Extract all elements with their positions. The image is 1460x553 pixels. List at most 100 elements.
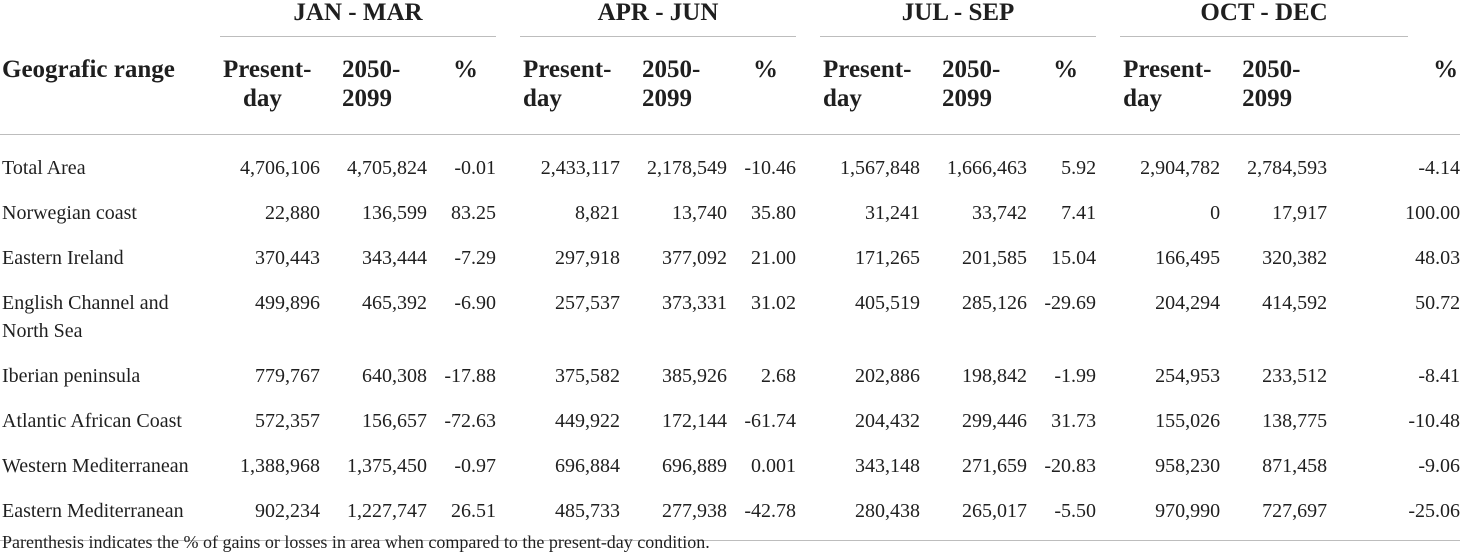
percent-change: -20.83 bbox=[1044, 454, 1097, 477]
present-value: 22,880 bbox=[265, 201, 320, 224]
present-value: 485,733 bbox=[520, 479, 620, 541]
present-header: Present-day bbox=[1120, 37, 1221, 135]
future-value: 271,659 bbox=[962, 454, 1028, 477]
future-header: 2050- 2099 bbox=[320, 37, 427, 135]
row-label: Atlantic African Coast bbox=[2, 409, 182, 432]
percent-change: 5.92 bbox=[1061, 156, 1097, 179]
future-value: 172,144 bbox=[662, 409, 727, 432]
table-row: Norwegian coast 22,880 136,599 83.25 8,821 13… bbox=[0, 182, 1460, 227]
future-value: 265,017 bbox=[920, 479, 1028, 541]
season-header: JUL - SEP bbox=[820, 0, 1097, 37]
table-row: Total Area 4,706,106 4,705,824 -0.01 2,433,1… bbox=[0, 134, 1460, 182]
future-value: 198,842 bbox=[962, 364, 1028, 387]
present-value: 202,886 bbox=[855, 364, 921, 387]
data-table: JAN - MAR APR - JUN JUL - SEP OCT - DEC … bbox=[0, 0, 1460, 541]
present-value: 31,241 bbox=[865, 201, 921, 224]
row-label: Eastern Mediterranean bbox=[0, 479, 220, 541]
pct-header: % bbox=[1027, 37, 1097, 135]
percent-change: -42.78 bbox=[727, 479, 797, 541]
percent-change: -72.63 bbox=[444, 409, 496, 432]
present-value: 2,904,782 bbox=[1140, 156, 1221, 179]
table-row: Eastern Mediterranean 902,234 1,227,747 26.… bbox=[0, 479, 1460, 541]
percent-change: -1.99 bbox=[1054, 364, 1097, 387]
present-value: 204,294 bbox=[1155, 291, 1221, 314]
range-header: Geografic range bbox=[0, 37, 220, 135]
present-header: Present-day bbox=[520, 37, 620, 135]
present-value: 779,767 bbox=[255, 364, 320, 387]
row-label: Norwegian coast bbox=[2, 201, 137, 224]
present-header: Present-day bbox=[220, 37, 320, 135]
percent-change: 83.25 bbox=[451, 201, 496, 224]
present-value: 0 bbox=[1210, 201, 1221, 224]
future-value: 138,775 bbox=[1262, 409, 1328, 432]
percent-change: 26.51 bbox=[427, 479, 496, 541]
future-header: 2050- 2099 bbox=[1220, 37, 1328, 135]
future-value: 17,917 bbox=[1272, 201, 1328, 224]
column-header-row: Geografic range Present-day 2050- 2099 % … bbox=[0, 37, 1460, 135]
table-row: Western Mediterranean 1,388,968 1,375,450 -… bbox=[0, 435, 1460, 480]
future-value: 465,392 bbox=[362, 291, 427, 314]
future-header: 2050- 2099 bbox=[620, 37, 727, 135]
percent-change: -10.46 bbox=[744, 156, 797, 179]
present-value: 405,519 bbox=[855, 291, 921, 314]
future-value: 343,444 bbox=[362, 246, 427, 269]
pct-header: % bbox=[427, 37, 496, 135]
percent-change: 35.80 bbox=[751, 201, 797, 224]
future-value: 1,375,450 bbox=[347, 454, 427, 477]
future-value: 277,938 bbox=[620, 479, 727, 541]
future-value: 33,742 bbox=[972, 201, 1028, 224]
season-header: APR - JUN bbox=[520, 0, 797, 37]
future-value: 299,446 bbox=[962, 409, 1028, 432]
percent-change: -25.06 bbox=[1327, 479, 1460, 541]
present-value: 204,432 bbox=[855, 409, 921, 432]
percent-change: -0.97 bbox=[454, 454, 496, 477]
percent-change: 15.04 bbox=[1051, 246, 1097, 269]
future-value: 1,227,747 bbox=[320, 479, 427, 541]
present-value: 2,433,117 bbox=[540, 156, 620, 179]
percent-change: 21.00 bbox=[751, 246, 797, 269]
future-value: 233,512 bbox=[1262, 364, 1328, 387]
present-value: 155,026 bbox=[1155, 409, 1221, 432]
percent-change: 0.001 bbox=[751, 454, 797, 477]
future-value: 640,308 bbox=[362, 364, 427, 387]
row-label: Total Area bbox=[2, 156, 86, 179]
present-value: 375,582 bbox=[555, 364, 620, 387]
pct-header: % bbox=[1327, 37, 1460, 135]
present-value: 4,706,106 bbox=[240, 156, 320, 179]
percent-change: -5.50 bbox=[1027, 479, 1097, 541]
present-value: 449,922 bbox=[555, 409, 620, 432]
season-header-row: JAN - MAR APR - JUN JUL - SEP OCT - DEC bbox=[0, 0, 1460, 37]
row-label: English Channel and North Sea bbox=[2, 291, 169, 342]
future-value: 696,889 bbox=[662, 454, 727, 477]
percent-change: 31.02 bbox=[751, 291, 797, 314]
present-header: Present-day bbox=[820, 37, 921, 135]
present-value: 370,443 bbox=[255, 246, 320, 269]
future-value: 2,784,593 bbox=[1247, 156, 1328, 179]
future-value: 136,599 bbox=[362, 201, 427, 224]
future-value: 385,926 bbox=[662, 364, 727, 387]
present-value: 902,234 bbox=[220, 479, 320, 541]
percent-change: 31.73 bbox=[1051, 409, 1097, 432]
row-label: Eastern Ireland bbox=[2, 246, 124, 269]
table-body: Total Area 4,706,106 4,705,824 -0.01 2,433,1… bbox=[0, 134, 1460, 541]
row-label: Iberian peninsula bbox=[2, 364, 141, 387]
present-value: 958,230 bbox=[1155, 454, 1221, 477]
season-header: OCT - DEC bbox=[1120, 0, 1460, 37]
future-value: 156,657 bbox=[362, 409, 427, 432]
present-value: 171,265 bbox=[855, 246, 921, 269]
percent-change: -10.48 bbox=[1408, 409, 1460, 432]
future-header: 2050- 2099 bbox=[920, 37, 1028, 135]
table-row: Eastern Ireland 370,443 343,444 -7.29 297,91… bbox=[0, 227, 1460, 272]
table-row: Atlantic African Coast 572,357 156,657 -72.… bbox=[0, 390, 1460, 435]
present-value: 970,990 bbox=[1120, 479, 1221, 541]
percent-change: -17.88 bbox=[444, 364, 496, 387]
percent-change: -8.41 bbox=[1418, 364, 1460, 387]
present-value: 1,567,848 bbox=[840, 156, 921, 179]
future-value: 871,458 bbox=[1262, 454, 1328, 477]
present-value: 499,896 bbox=[255, 291, 320, 314]
table-row: Iberian peninsula 779,767 640,308 -17.88 375… bbox=[0, 345, 1460, 390]
percent-change: -0.01 bbox=[454, 156, 496, 179]
present-value: 280,438 bbox=[820, 479, 921, 541]
percent-change: 2.68 bbox=[761, 364, 797, 387]
